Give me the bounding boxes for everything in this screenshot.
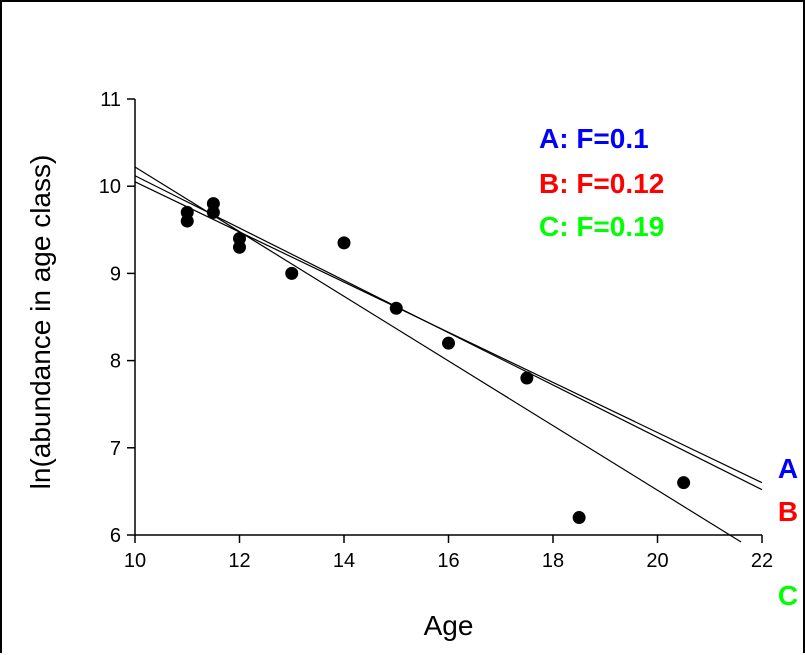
x-tick-label: 20 [646,550,668,572]
data-point [180,214,194,228]
fit-line-c [134,166,742,543]
legend-entry: A: F=0.1 [539,123,649,154]
data-point [206,205,220,219]
line-label-b: B [778,496,798,527]
data-point [337,236,351,250]
legend-entry: B: F=0.12 [539,168,664,199]
x-tick-label: 10 [124,550,146,572]
legend-entry: C: F=0.19 [539,211,664,242]
data-point [677,476,691,490]
y-tick-label: 10 [99,176,121,198]
fit-lines [134,166,763,543]
data-point [233,240,246,254]
y-tick-label: 8 [110,351,121,373]
x-axis-title: Age [424,610,474,641]
line-label-a: A [778,453,798,484]
axes [127,98,763,543]
y-axis-title: ln(abundance in age class) [25,155,56,490]
y-tick-label: 11 [100,89,121,111]
y-tick-label: 6 [110,525,121,547]
data-points [180,197,691,525]
x-tick-label: 18 [542,550,564,572]
x-tick-label: 14 [333,550,355,572]
y-tick-label: 7 [110,438,121,460]
data-point [442,336,455,350]
x-tick-label: 16 [437,550,459,572]
data-point [285,266,299,280]
x-tick-label: 12 [228,550,250,572]
data-point [520,371,534,385]
x-tick-label: 22 [751,550,773,572]
line-label-c: C [778,580,798,611]
fit-line-b [134,175,763,491]
y-tick-label: 9 [110,263,121,285]
data-point [572,511,586,525]
data-point [389,301,403,315]
chart-text: 6 7 8 9 10 11 10 12 14 16 18 20 22 Age ln(abundance in… [25,89,798,641]
